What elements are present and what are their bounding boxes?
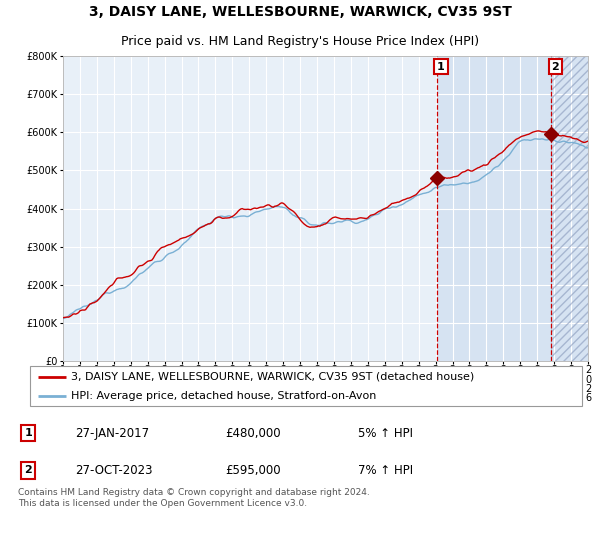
- Text: 2: 2: [24, 465, 32, 475]
- Text: 2: 2: [551, 62, 559, 72]
- Text: 5% ↑ HPI: 5% ↑ HPI: [358, 427, 413, 440]
- Text: 7% ↑ HPI: 7% ↑ HPI: [358, 464, 413, 477]
- Text: 1: 1: [437, 62, 445, 72]
- Text: Contains HM Land Registry data © Crown copyright and database right 2024.
This d: Contains HM Land Registry data © Crown c…: [18, 488, 370, 507]
- FancyBboxPatch shape: [30, 366, 582, 406]
- Text: 3, DAISY LANE, WELLESBOURNE, WARWICK, CV35 9ST: 3, DAISY LANE, WELLESBOURNE, WARWICK, CV…: [89, 4, 511, 18]
- Text: £480,000: £480,000: [225, 427, 281, 440]
- Bar: [551, 56, 588, 361]
- Text: 3, DAISY LANE, WELLESBOURNE, WARWICK, CV35 9ST (detached house): 3, DAISY LANE, WELLESBOURNE, WARWICK, CV…: [71, 372, 475, 382]
- Bar: [437, 56, 588, 361]
- Text: £595,000: £595,000: [225, 464, 281, 477]
- Text: 27-JAN-2017: 27-JAN-2017: [76, 427, 149, 440]
- Text: 27-OCT-2023: 27-OCT-2023: [76, 464, 153, 477]
- Text: 1: 1: [24, 428, 32, 438]
- Text: HPI: Average price, detached house, Stratford-on-Avon: HPI: Average price, detached house, Stra…: [71, 391, 377, 401]
- Text: Price paid vs. HM Land Registry's House Price Index (HPI): Price paid vs. HM Land Registry's House …: [121, 35, 479, 48]
